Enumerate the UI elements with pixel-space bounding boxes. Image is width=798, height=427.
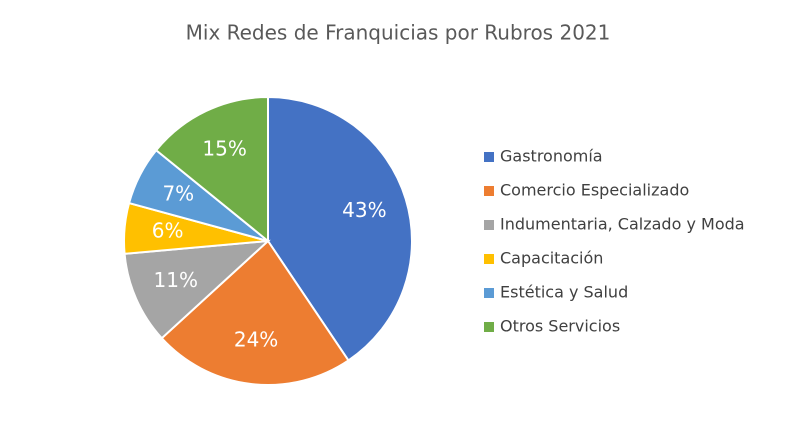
legend-swatch bbox=[484, 288, 494, 298]
legend-label: Capacitación bbox=[500, 249, 603, 268]
legend-swatch bbox=[484, 254, 494, 264]
legend-swatch bbox=[484, 220, 494, 230]
pie-slice bbox=[160, 239, 350, 386]
legend-swatch bbox=[484, 152, 494, 162]
data-label: 11% bbox=[154, 268, 198, 292]
data-label: 43% bbox=[342, 198, 386, 222]
legend-label: Otros Servicios bbox=[500, 317, 620, 336]
data-label: 6% bbox=[152, 219, 184, 243]
legend-swatch bbox=[484, 186, 494, 196]
pie-slice bbox=[267, 95, 413, 362]
legend-label: Estética y Salud bbox=[500, 283, 628, 302]
data-label: 7% bbox=[162, 181, 194, 205]
legend-label: Gastronomía bbox=[500, 147, 603, 166]
legend-swatch bbox=[484, 322, 494, 332]
chart-title: Mix Redes de Franquicias por Rubros 2021 bbox=[186, 21, 611, 45]
pie-slice bbox=[154, 95, 269, 244]
pie-slice bbox=[123, 239, 271, 340]
legend-label: Indumentaria, Calzado y Moda bbox=[500, 215, 745, 234]
data-label: 24% bbox=[234, 328, 278, 352]
legend-label: Comercio Especializado bbox=[500, 181, 689, 200]
data-label: 15% bbox=[202, 136, 246, 160]
